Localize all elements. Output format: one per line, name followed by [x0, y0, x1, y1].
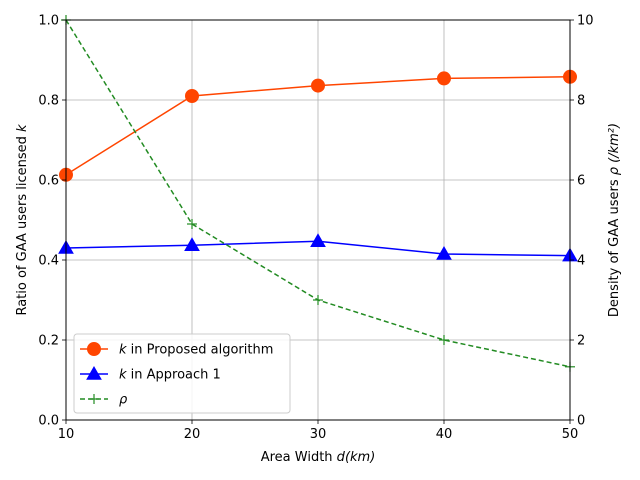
legend-box — [73, 333, 291, 414]
legend-item-2: ρ — [80, 393, 128, 408]
legend-item-1: k in Approach 1 — [80, 365, 221, 383]
y-right-tick-label: 4 — [577, 254, 585, 269]
legend: k in Proposed algorithm k in Approach 1 ρ — [73, 333, 291, 414]
axis-ticks: 10 20 30 40 50 0.0 0.2 0.4 0.6 0.8 1.0 0 2 4 6 8 10 — [38, 14, 593, 443]
x-tick-label: 40 — [436, 427, 453, 442]
series-2-point — [313, 295, 323, 305]
legend-item-0: k in Proposed algorithm — [80, 342, 273, 358]
legend-swatch-marker — [86, 365, 102, 380]
y-right-tick-label: 10 — [577, 14, 594, 29]
series-0 — [59, 69, 577, 182]
x-tick-label: 20 — [184, 427, 201, 442]
x-axis-label: Area Width d(km) — [261, 450, 376, 465]
y-left-tick-label: 0.6 — [38, 174, 59, 189]
series-2-point — [439, 335, 449, 345]
series-0-point — [437, 71, 451, 86]
x-tick-label: 50 — [562, 427, 579, 442]
y-axis-left-label: Ratio of GAA users licensed k — [15, 124, 30, 316]
y-left-tick-label: 0.0 — [38, 414, 59, 429]
legend-swatch-marker — [87, 342, 101, 356]
series-0-point — [311, 78, 325, 93]
y-left-tick-label: 0.4 — [38, 254, 59, 269]
series-1 — [58, 233, 578, 262]
x-tick-label: 10 — [58, 427, 75, 442]
y-right-tick-label: 0 — [577, 414, 585, 429]
y-right-tick-label: 6 — [577, 174, 585, 189]
y-axis-right-label: Density of GAA users ρ (/km²) — [607, 123, 622, 317]
legend-label-2: ρ — [119, 393, 128, 408]
series-0-point — [185, 89, 199, 103]
series-1-point — [310, 233, 326, 247]
series-1-point — [184, 237, 200, 251]
legend-label-1: k in Approach 1 — [119, 368, 221, 383]
x-tick-label: 30 — [310, 427, 327, 442]
series-1-point — [436, 245, 452, 260]
legend-label-0: k in Proposed algorithm — [119, 343, 273, 358]
legend-swatch-marker — [89, 394, 99, 404]
y-right-tick-label: 8 — [577, 94, 585, 109]
series-layer — [58, 15, 578, 372]
series-2-point — [187, 219, 197, 229]
y-right-tick-label: 2 — [577, 334, 585, 349]
y-left-tick-label: 0.2 — [38, 334, 59, 349]
y-left-tick-label: 1.0 — [38, 14, 59, 29]
y-left-tick-label: 0.8 — [38, 94, 59, 109]
